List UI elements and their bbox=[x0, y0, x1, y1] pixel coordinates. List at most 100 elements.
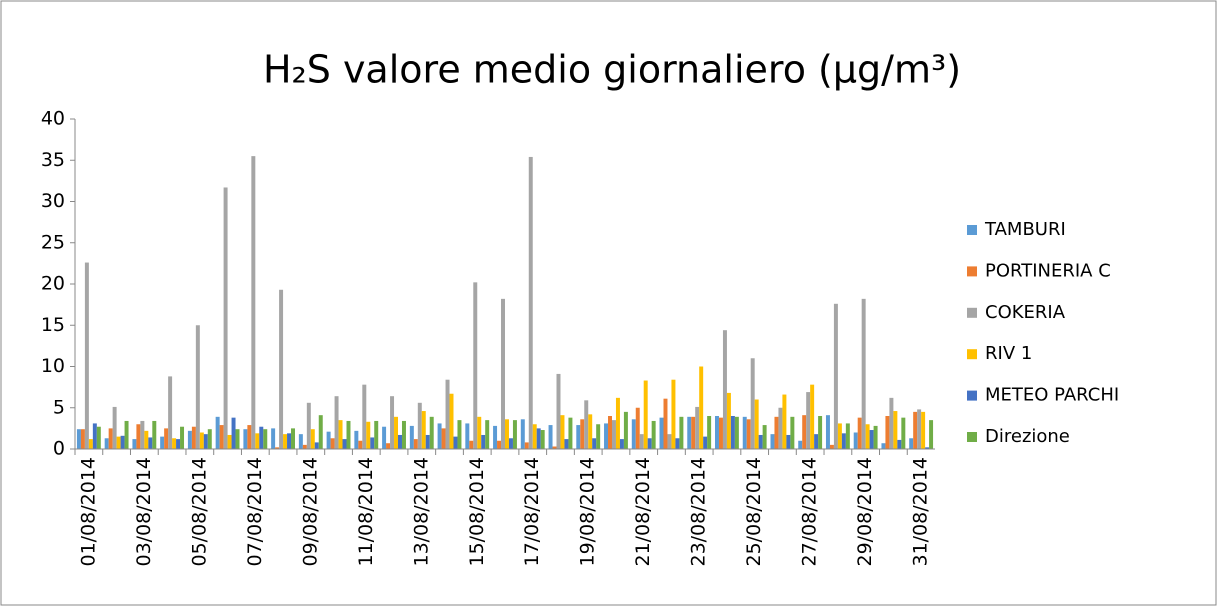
x-tick-label: 31/08/2014 bbox=[910, 457, 932, 567]
bar bbox=[715, 416, 719, 449]
bar bbox=[247, 425, 252, 449]
legend-label: TAMBURI bbox=[984, 219, 1066, 240]
bar bbox=[88, 439, 93, 449]
bar bbox=[457, 420, 462, 449]
bar bbox=[207, 429, 212, 449]
bar bbox=[580, 419, 585, 449]
x-tick-label: 17/08/2014 bbox=[521, 457, 543, 567]
bar bbox=[576, 425, 581, 449]
bar bbox=[390, 396, 395, 449]
bar bbox=[425, 434, 430, 449]
bar bbox=[564, 439, 569, 449]
bar bbox=[861, 298, 866, 449]
bar bbox=[187, 430, 192, 449]
bar bbox=[921, 411, 926, 449]
x-tick-label: 21/08/2014 bbox=[632, 457, 654, 567]
bar bbox=[865, 424, 870, 449]
bar bbox=[298, 434, 303, 449]
bar bbox=[691, 416, 696, 449]
bar bbox=[770, 434, 775, 449]
bar bbox=[568, 417, 573, 449]
bar bbox=[925, 447, 930, 449]
bar bbox=[520, 419, 525, 449]
bar bbox=[730, 416, 735, 449]
bar bbox=[302, 444, 307, 449]
bar bbox=[136, 424, 141, 449]
bar bbox=[168, 376, 173, 449]
bar bbox=[215, 416, 220, 449]
bar bbox=[825, 415, 830, 449]
bar bbox=[180, 426, 185, 449]
bar bbox=[92, 423, 97, 449]
bar bbox=[608, 416, 612, 449]
bar bbox=[758, 434, 763, 449]
bar bbox=[707, 416, 712, 449]
bar bbox=[287, 433, 292, 449]
bar bbox=[219, 425, 224, 449]
chart-title: H₂S valore medio giornaliero (µg/m³) bbox=[263, 48, 961, 92]
bar bbox=[552, 446, 557, 449]
legend-swatch bbox=[967, 432, 977, 442]
bar bbox=[409, 425, 414, 449]
x-tick-label: 19/08/2014 bbox=[577, 457, 599, 567]
bar bbox=[227, 434, 232, 449]
bar bbox=[869, 430, 874, 449]
y-tick-label: 5 bbox=[53, 396, 65, 418]
bar bbox=[754, 399, 759, 449]
bar bbox=[469, 440, 474, 449]
bar bbox=[176, 439, 181, 449]
bar bbox=[370, 437, 375, 449]
bar bbox=[112, 406, 117, 449]
bar bbox=[699, 366, 704, 449]
bar bbox=[611, 420, 616, 449]
bar bbox=[635, 407, 640, 449]
bar bbox=[722, 330, 727, 449]
bar bbox=[255, 433, 260, 449]
bar bbox=[501, 298, 505, 449]
bar bbox=[243, 429, 248, 449]
bar bbox=[374, 420, 379, 449]
bar bbox=[172, 438, 177, 449]
bar bbox=[623, 411, 628, 449]
bar bbox=[346, 420, 351, 449]
bar bbox=[703, 436, 708, 449]
bar bbox=[592, 438, 597, 449]
bar bbox=[782, 394, 787, 449]
legend-label: PORTINERIA C bbox=[985, 260, 1111, 281]
bar bbox=[485, 420, 490, 449]
bar bbox=[889, 397, 894, 449]
bar bbox=[445, 379, 450, 449]
bar bbox=[540, 430, 545, 449]
y-tick-label: 30 bbox=[41, 190, 65, 212]
bar bbox=[96, 426, 101, 449]
x-tick-label: 07/08/2014 bbox=[244, 457, 266, 567]
bar bbox=[279, 289, 284, 449]
bar bbox=[647, 438, 652, 449]
bar bbox=[790, 416, 795, 449]
bar bbox=[124, 420, 129, 449]
legend-swatch bbox=[967, 390, 977, 401]
bar bbox=[283, 434, 288, 449]
bar bbox=[453, 436, 458, 449]
bar bbox=[718, 417, 723, 449]
bar bbox=[829, 444, 834, 449]
bar bbox=[104, 438, 109, 449]
bar bbox=[493, 425, 498, 449]
legend-swatch bbox=[967, 349, 977, 360]
bar bbox=[505, 419, 509, 449]
bar bbox=[271, 428, 276, 449]
legend-label: COKERIA bbox=[985, 302, 1066, 323]
bar bbox=[497, 440, 502, 449]
bar bbox=[398, 434, 402, 449]
bar bbox=[556, 373, 561, 449]
bar bbox=[596, 424, 601, 449]
bar bbox=[354, 430, 359, 449]
bar bbox=[762, 425, 767, 449]
bar bbox=[108, 428, 113, 449]
bar bbox=[798, 440, 803, 449]
bar bbox=[148, 437, 153, 449]
bar bbox=[437, 423, 442, 449]
legend-label: Direzione bbox=[985, 426, 1070, 447]
legend-label: RIV 1 bbox=[985, 343, 1032, 364]
